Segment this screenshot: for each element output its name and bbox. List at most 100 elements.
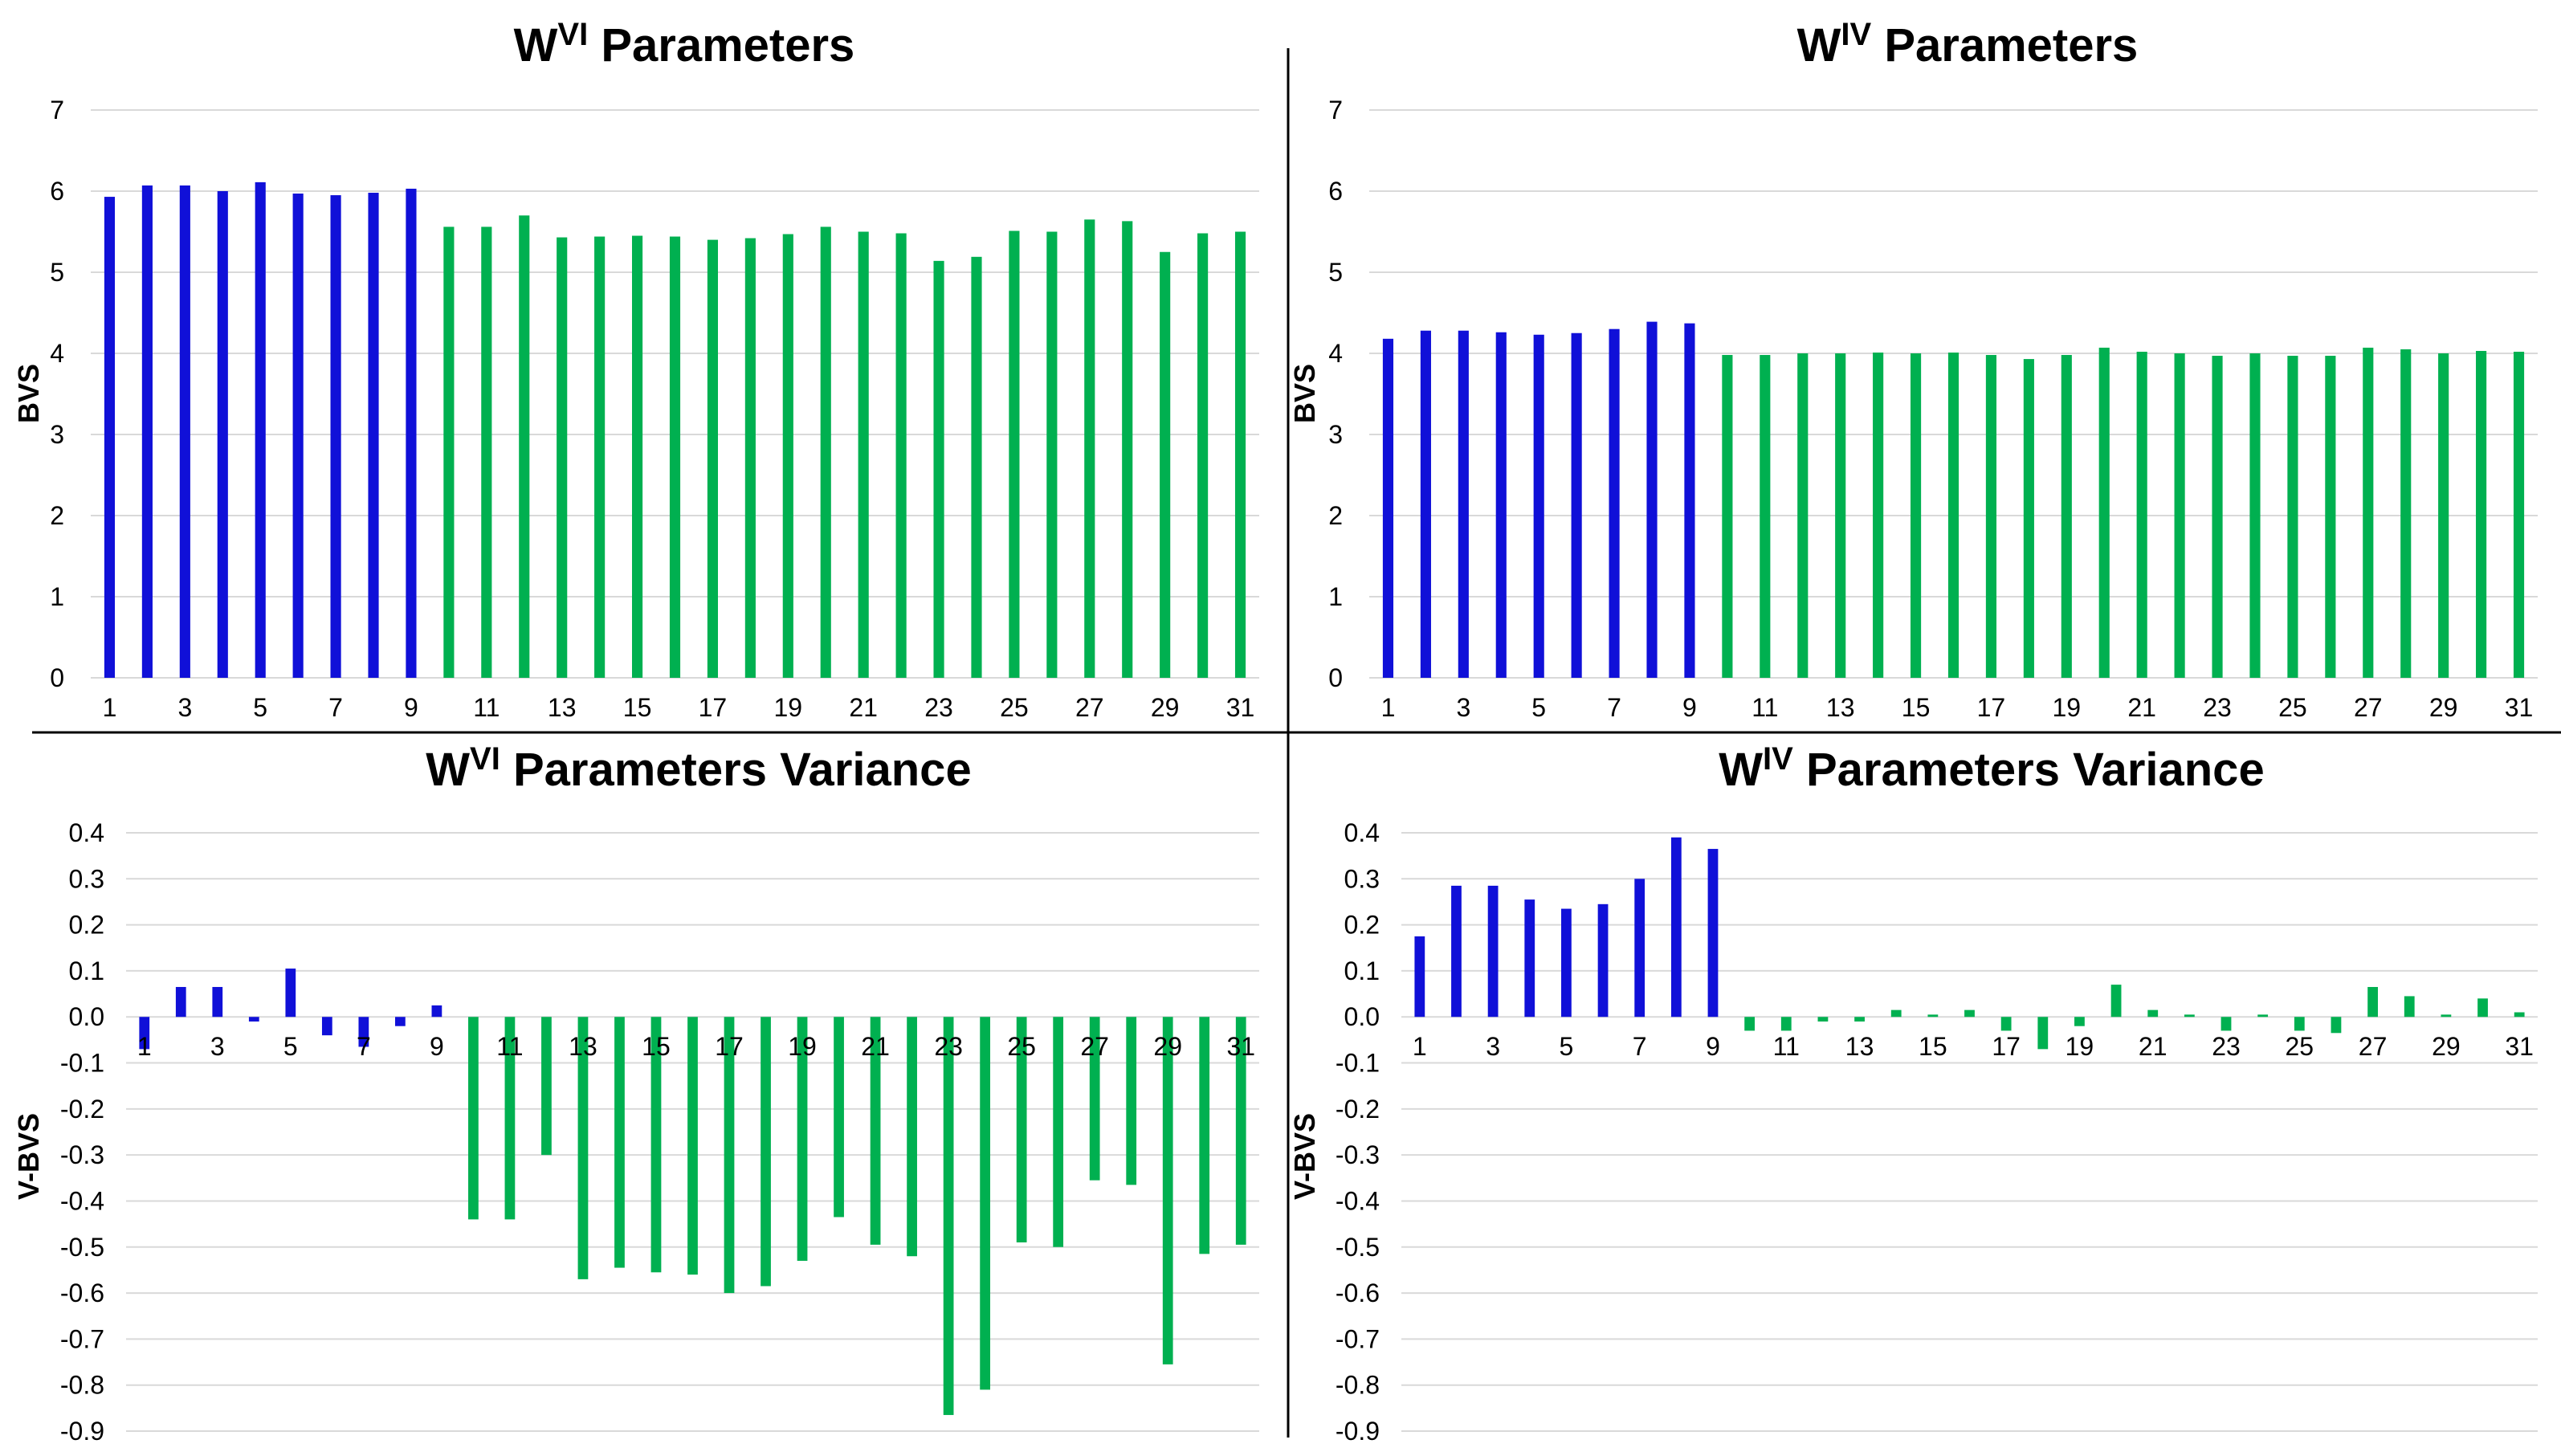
bar (481, 226, 492, 678)
x-tick-label: 31 (1226, 693, 1255, 722)
bar (541, 1017, 552, 1156)
x-tick-label: 15 (623, 693, 652, 722)
x-tick-label: 13 (1826, 693, 1855, 722)
x-tick-label: 5 (1531, 693, 1546, 722)
x-tick-label: 29 (2429, 693, 2458, 722)
bar (321, 1017, 332, 1036)
bar (139, 1017, 150, 1050)
bar (1684, 323, 1695, 678)
bar (557, 237, 568, 678)
panel-wvi-parameters-variance: WVI Parameters Variance 0.4 0.3 0.2 0.1 0.0 -0… (12, 741, 1259, 1446)
x-tick-label: 7 (1607, 693, 1621, 722)
y-tick-label: 0.3 (1344, 864, 1380, 893)
bar (2513, 351, 2525, 678)
y-tick-label: -0.9 (60, 1417, 104, 1446)
bar (2098, 347, 2110, 678)
bar (1122, 221, 1133, 678)
x-tick-label: 25 (1000, 693, 1029, 722)
y-tick-label: -0.6 (1336, 1279, 1380, 1307)
y-tick-label: 1 (1328, 582, 1343, 611)
y-tick-label: -0.5 (60, 1233, 104, 1262)
x-tick-label: 9 (1706, 1032, 1720, 1061)
bar (217, 191, 228, 678)
x-tick-label: 7 (357, 1032, 371, 1061)
y-tick-label: 5 (1328, 258, 1343, 287)
bar (2363, 347, 2374, 678)
x-tick-label: 1 (103, 693, 117, 722)
y-axis-label: BVS (1288, 364, 1321, 423)
x-tick-label: 1 (1381, 693, 1396, 722)
bar (1524, 899, 1535, 1018)
bar (2212, 356, 2223, 678)
bar (1646, 321, 1658, 678)
bar (1873, 352, 1884, 678)
x-tick-label: 29 (1151, 693, 1180, 722)
bar (406, 188, 417, 679)
bar (2037, 1017, 2049, 1050)
y-tick-label: 0 (1328, 663, 1343, 692)
bar (1126, 1017, 1137, 1185)
x-tick-label: 31 (1226, 1032, 1255, 1061)
x-tick-label: 21 (2139, 1032, 2167, 1061)
x-tick-label: 1 (1413, 1032, 1427, 1061)
bar (1597, 903, 1609, 1018)
bar (744, 238, 756, 679)
bar (650, 1017, 662, 1273)
bar (1985, 355, 1997, 678)
y-tick-label: -0.8 (60, 1371, 104, 1400)
x-tick-label: 23 (924, 693, 953, 722)
x-tick-label: 9 (1682, 693, 1697, 722)
x-tick-label: 23 (934, 1032, 963, 1061)
bar (179, 185, 190, 678)
bar (1571, 332, 1582, 678)
y-tick-label: 0.4 (69, 818, 104, 847)
y-tick-label: -0.4 (60, 1186, 104, 1215)
y-tick-label: -0.2 (60, 1095, 104, 1124)
x-tick-label: 17 (715, 1032, 744, 1061)
y-tick-label: 3 (1328, 420, 1343, 449)
x-tick-label: 5 (283, 1032, 298, 1061)
bar (724, 1017, 735, 1294)
bar (1009, 230, 1020, 678)
y-tick-label: 0.0 (69, 1002, 104, 1031)
bar (1533, 334, 1544, 678)
chart-title: WVI Parameters Variance (426, 741, 971, 796)
bar (1947, 352, 1959, 678)
x-tick-label: 13 (548, 693, 577, 722)
bar (594, 236, 606, 678)
bar (1016, 1017, 1027, 1243)
y-tick-label: -0.1 (1336, 1049, 1380, 1078)
bar (2400, 349, 2412, 678)
bar (1854, 1017, 1865, 1022)
bar (782, 234, 793, 678)
x-tick-label: 21 (861, 1032, 890, 1061)
bar (330, 195, 341, 679)
y-tick-label: -0.8 (1336, 1371, 1380, 1400)
bar (292, 194, 304, 678)
y-tick-label: 4 (1328, 339, 1343, 368)
bar (797, 1017, 808, 1261)
bar (2074, 1017, 2085, 1026)
bar (1199, 1017, 1210, 1254)
chart-title: WIV Parameters Variance (1719, 741, 2264, 796)
y-tick-label: -0.9 (1336, 1417, 1380, 1446)
y-tick-label: -0.5 (1336, 1233, 1380, 1262)
bar (1760, 355, 1771, 678)
x-tick-label: 5 (1560, 1032, 1574, 1061)
y-tick-label: 0.2 (69, 911, 104, 940)
bar (2110, 985, 2122, 1018)
x-tick-label: 11 (473, 693, 500, 722)
chart-title: WIV Parameters (1797, 17, 2139, 71)
bar (2404, 996, 2415, 1018)
x-tick-label: 13 (569, 1032, 597, 1061)
bar (2023, 359, 2034, 678)
bar (104, 197, 116, 678)
bar (2476, 350, 2487, 678)
bar (1707, 849, 1719, 1018)
bar (2147, 1009, 2159, 1018)
bar (2249, 353, 2261, 678)
y-tick-label: 2 (1328, 501, 1343, 530)
x-tick-label: 15 (642, 1032, 671, 1061)
x-tick-label: 7 (328, 693, 343, 722)
